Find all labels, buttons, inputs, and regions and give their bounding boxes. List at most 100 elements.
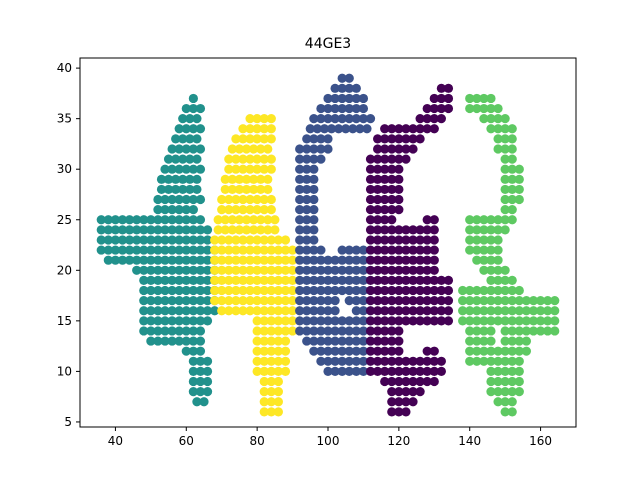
data-point [465,245,475,255]
data-point [365,265,376,275]
data-point [188,356,198,366]
data-point [514,296,524,306]
data-point [401,235,411,245]
data-point [188,376,198,387]
data-point [217,205,227,215]
y-tick-label: 30 [57,162,72,176]
data-point [401,316,411,326]
data-point [323,144,333,154]
data-point [337,83,347,93]
data-point [280,326,291,336]
data-point [238,164,248,174]
data-point [387,346,397,356]
data-point [259,285,269,296]
data-point [387,215,397,225]
data-point [295,164,305,174]
data-point [394,265,404,275]
data-point [358,336,369,346]
data-point [429,245,439,255]
data-point [181,285,191,296]
data-point [429,275,439,286]
data-point [174,306,184,316]
data-point [337,366,347,376]
data-point [465,336,475,346]
data-point [344,114,354,124]
data-point [188,346,198,356]
data-point [156,174,167,184]
data-point [195,164,206,174]
data-point [373,235,383,245]
data-point [266,376,276,387]
data-point [178,114,188,124]
y-tick-label: 25 [57,213,72,227]
data-point [394,164,404,174]
data-point [181,316,191,326]
data-point [309,346,319,356]
data-point [241,144,252,154]
data-point [507,336,517,346]
data-point [252,316,262,326]
data-point [266,346,276,356]
data-point [266,164,276,174]
data-point [373,245,383,255]
data-point [365,235,376,245]
data-point [323,275,333,286]
data-point [259,124,269,134]
data-point [273,366,283,376]
data-point [415,376,425,387]
data-point [373,356,383,366]
data-point [146,336,156,346]
data-point [153,245,163,255]
data-point [188,326,198,336]
data-point [323,93,333,104]
data-point [394,326,404,336]
data-point [472,326,482,336]
data-point [202,255,213,265]
data-point [266,205,276,215]
data-point [252,265,262,275]
data-point [188,164,198,174]
data-point [521,336,532,346]
data-point [330,316,340,326]
data-point [252,356,262,366]
data-point [330,265,340,275]
data-point [380,184,390,195]
data-point [415,275,425,286]
data-point [373,346,383,356]
data-point [181,164,191,174]
chart-title: 44GE3 [305,36,351,52]
data-point [238,306,248,316]
data-point [429,114,439,124]
data-point [507,356,517,366]
data-point [351,275,361,286]
data-point [394,205,404,215]
data-point [344,285,354,296]
data-point [224,164,234,174]
data-point [245,296,255,306]
data-point [358,326,369,336]
data-point [266,356,276,366]
data-point [146,296,156,306]
data-point [500,285,510,296]
data-point [514,336,524,346]
data-point [266,387,276,397]
data-point [380,346,390,356]
data-point [181,265,191,275]
data-point [287,275,298,286]
data-point [401,387,411,397]
data-point [422,376,432,387]
data-point [181,275,191,286]
data-point [234,225,245,235]
data-point [507,154,517,164]
data-point [422,275,432,286]
data-point [309,296,319,306]
data-point [302,164,312,174]
data-point [344,265,354,275]
data-point [273,245,283,255]
data-point [422,316,432,326]
data-point [195,366,206,376]
data-point [188,215,198,225]
data-point [408,296,418,306]
data-point [259,275,269,286]
data-point [429,366,439,376]
